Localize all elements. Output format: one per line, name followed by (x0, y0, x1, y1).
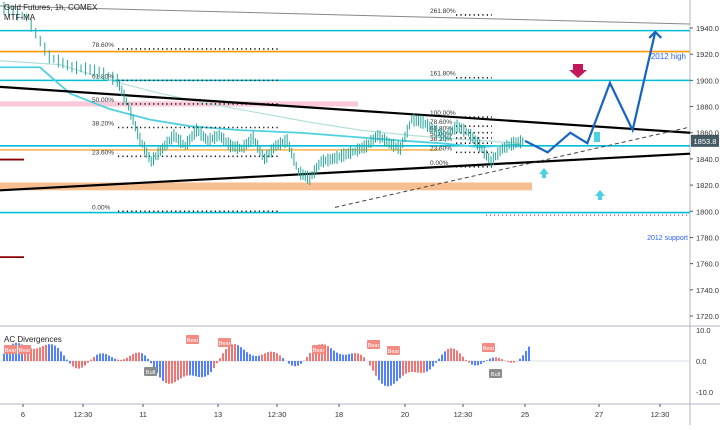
fib-right-label: 23.60% (430, 145, 452, 152)
bear-label-box (186, 335, 199, 344)
trendlines (0, 5, 691, 208)
y-tick-label: 1880.0 (696, 103, 719, 112)
bear-label: Bear (219, 341, 231, 347)
bear-label: Bear (483, 346, 495, 352)
bear-label-box (218, 338, 231, 347)
projection-path (524, 30, 663, 154)
fib-left-label: 0.00% (92, 204, 111, 211)
current-price-label: 1853.8 (694, 137, 717, 146)
y-tick-label: 1940.0 (696, 24, 719, 33)
orange-band (0, 182, 532, 191)
fib-right-label: 78.60% (430, 119, 452, 126)
zones (0, 101, 688, 216)
bear-label-box (367, 340, 380, 349)
bull-label: Bull (146, 370, 155, 376)
indicator-name: MTF-MA (4, 13, 36, 22)
high-2012-label: 2012 high (651, 52, 686, 61)
fib-right-label: 261.80% (430, 8, 456, 15)
bear-label-box (312, 345, 325, 354)
x-tick-label: 12:30 (651, 410, 670, 419)
ma-slow (0, 60, 521, 144)
y-tick-label: 1800.0 (696, 207, 719, 216)
fib-right-label: 0.00% (430, 160, 449, 167)
projection-line (524, 31, 657, 154)
bear-label: Bear (5, 348, 17, 354)
x-tick-label: 12:30 (268, 410, 287, 419)
bear-label-box (387, 346, 400, 355)
fib-left-label: 50.00% (92, 97, 114, 104)
fib-left-label: 78.60% (92, 42, 114, 49)
y-tick-label: 1840.0 (696, 155, 719, 164)
x-tick-label: 18 (335, 410, 343, 419)
down-arrow (569, 64, 587, 78)
osc-y-tick-label: 0.0 (696, 357, 706, 366)
bear-label: Bear (388, 349, 400, 355)
chart-title: Gold Futures, 1h, COMEX (4, 3, 98, 12)
fib-left-label: 23.60% (92, 149, 114, 156)
current-price-box (691, 134, 719, 147)
bear-label-box (18, 345, 31, 354)
price-axis: 1720.0 1740.0 1760.0 1780.0 1800.0 1820.0 1840… (690, 24, 719, 397)
price-series: 1853.8 (3, 1, 719, 186)
upper-trendline (0, 85, 691, 134)
y-tick-label: 1900.0 (696, 76, 719, 85)
up-arrow (539, 168, 549, 178)
up-arrow (595, 190, 605, 200)
moving-averages (0, 60, 521, 149)
ma-fast (0, 66, 521, 149)
oscillator-title: AC Divergences (4, 335, 62, 344)
projection-arrowhead (648, 30, 663, 39)
x-tick-label: 6 (21, 410, 25, 419)
bear-label: Bear (187, 338, 199, 344)
bear-label-box (4, 345, 17, 354)
top-trendline (0, 5, 691, 25)
time-axis: 6 12:30 11 13 12:30 18 20 12:30 25 27 12:30 (21, 404, 669, 419)
y-tick-label: 1720.0 (696, 312, 719, 321)
x-tick-label: 13 (214, 410, 222, 419)
bear-label: Bear (19, 348, 31, 354)
lower-trendline (0, 152, 691, 192)
arrows (539, 64, 605, 200)
bull-label-box (144, 367, 157, 376)
support-2012-label: 2012 support (647, 235, 688, 242)
bear-label-box (482, 343, 495, 352)
fib-left-label: 61.80% (92, 73, 114, 80)
y-tick-label: 1820.0 (696, 181, 719, 190)
dashed-trendline (334, 127, 689, 208)
orange-thin-band (0, 149, 440, 151)
bull-label-box (489, 369, 502, 378)
bear-label: Bear (368, 343, 380, 349)
y-tick-label: 1740.0 (696, 286, 719, 295)
osc-y-tick-label: 10.0 (696, 326, 711, 335)
osc-y-tick-label: -10.0 (696, 388, 713, 397)
x-tick-label: 11 (139, 410, 147, 419)
y-tick-label: 1860.0 (696, 129, 719, 138)
x-tick-label: 12:30 (454, 410, 473, 419)
x-tick-label: 12:30 (74, 410, 93, 419)
horizontal-levels (0, 29, 690, 258)
pink-zone (0, 101, 358, 107)
annotations: 2012 high 2012 support (647, 52, 688, 242)
x-tick-label: 20 (401, 410, 409, 419)
bull-label: Bull (491, 372, 500, 378)
target-marker (594, 132, 600, 142)
y-tick-label: 1780.0 (696, 233, 719, 242)
y-tick-label: 1920.0 (696, 50, 719, 59)
bear-label: Bear (313, 348, 325, 354)
x-tick-label: 27 (595, 410, 603, 419)
fib-left-label: 38.20% (92, 120, 114, 127)
fib-right-label: 100.00% (430, 110, 456, 117)
y-tick-label: 1760.0 (696, 260, 719, 269)
fib-right-label: 161.80% (430, 71, 456, 78)
x-tick-label: 25 (521, 410, 529, 419)
